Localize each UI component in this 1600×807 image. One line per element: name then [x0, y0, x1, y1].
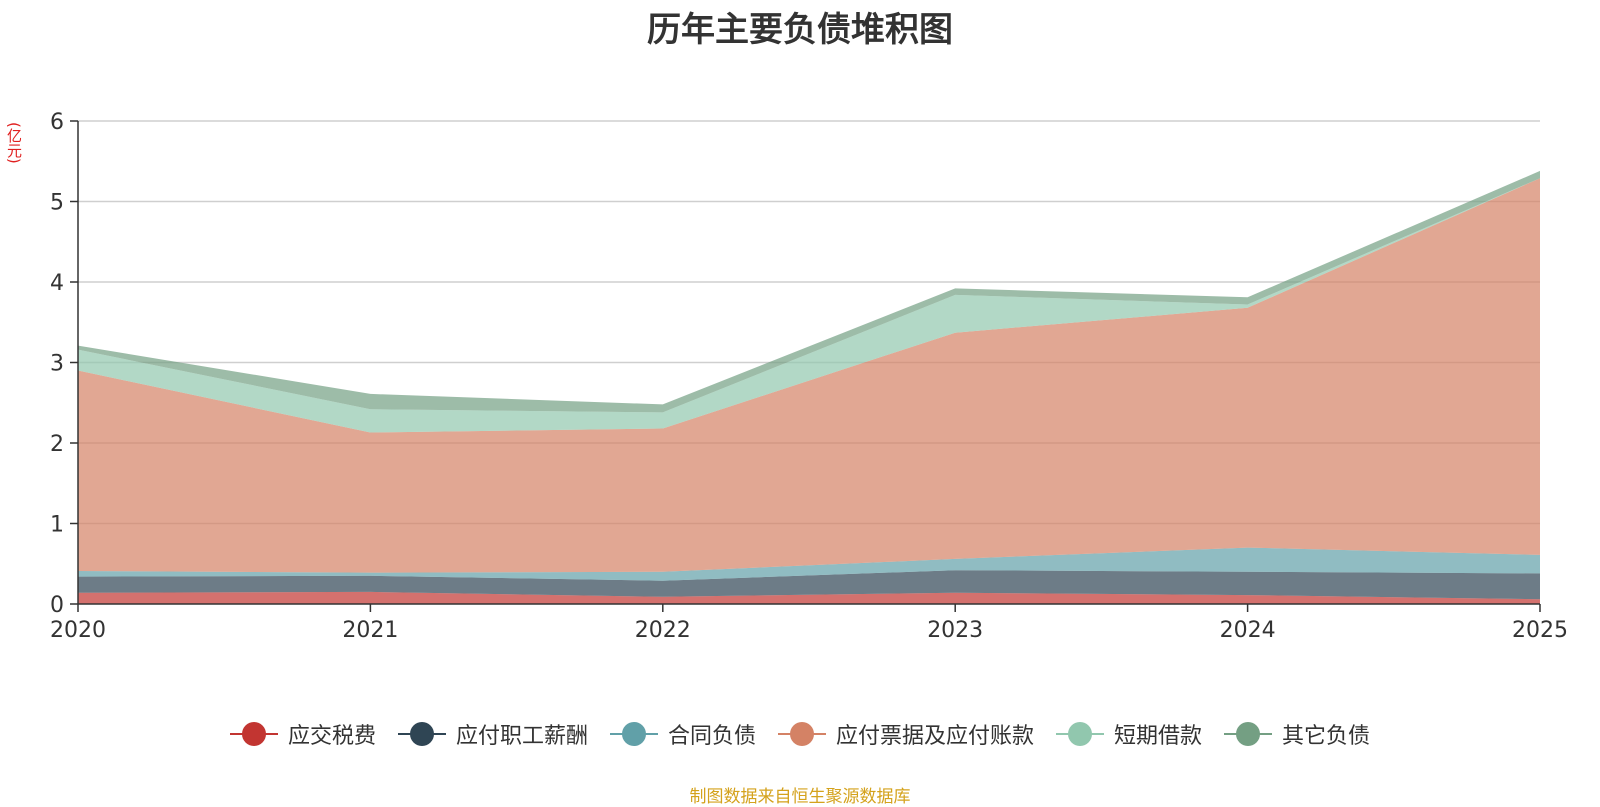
axes: 0 1 2 3 4 5 6 2020 2021 2022 2023 2024 2025	[50, 110, 1568, 643]
y-tick-label: 3	[50, 352, 64, 377]
legend-marker-icon	[1056, 721, 1105, 747]
legend-label: 其它负债	[1282, 724, 1371, 749]
legend-marker-icon	[229, 721, 278, 747]
chart-title: 历年主要负债堆积图	[647, 10, 953, 50]
y-axis-unit-label: (亿元)	[5, 122, 23, 164]
stacked-area-chart: 0 1 2 3 4 5 6 2020 2021 2022 2023 2024 2025	[50, 110, 1568, 643]
legend-item-3[interactable]: 合同负债	[609, 718, 756, 750]
source-note: 制图数据来自恒生聚源数据库	[689, 787, 911, 807]
legend-item-2[interactable]: 应付职工薪酬	[397, 718, 588, 750]
legend-marker-icon	[1224, 721, 1273, 747]
legend-label: 应付职工薪酬	[455, 724, 588, 749]
legend-item-1[interactable]: 应交税费	[229, 718, 376, 750]
area-series-5	[78, 178, 1540, 433]
area-series-4	[78, 178, 1540, 573]
y-tick-label: 4	[50, 271, 64, 296]
area-series-group	[78, 170, 1540, 604]
legend: 应交税费 应付职工薪酬 合同负债 应付票据及应付账款 短期借款 其它负债	[0, 718, 1600, 750]
area-series-1	[78, 591, 1540, 604]
legend-label: 短期借款	[1114, 724, 1203, 749]
legend-item-6[interactable]: 其它负债	[1224, 718, 1370, 750]
legend-item-5[interactable]: 短期借款	[1056, 718, 1202, 750]
y-tick-label: 5	[50, 191, 64, 216]
y-tick-label: 1	[50, 513, 64, 538]
legend-marker-icon	[778, 721, 826, 747]
legend-label: 应付票据及应付账款	[836, 724, 1035, 749]
x-tick-label: 2023	[927, 618, 983, 643]
legend-label: 应交税费	[287, 724, 376, 749]
y-tick-label: 0	[50, 593, 64, 618]
legend-label: 合同负债	[667, 724, 756, 749]
x-tick-label: 2020	[50, 618, 106, 643]
area-series-2	[78, 570, 1540, 600]
x-tick-label: 2025	[1512, 618, 1568, 643]
y-tick-label: 2	[50, 432, 64, 457]
x-tick-label: 2021	[342, 618, 398, 643]
legend-marker-icon	[609, 721, 658, 747]
x-tick-label: 2022	[635, 618, 691, 643]
x-tick-label: 2024	[1220, 618, 1276, 643]
y-tick-label: 6	[50, 110, 64, 135]
legend-item-4[interactable]: 应付票据及应付账款	[778, 718, 1034, 750]
area-series-3	[78, 547, 1540, 581]
legend-marker-icon	[397, 721, 446, 747]
